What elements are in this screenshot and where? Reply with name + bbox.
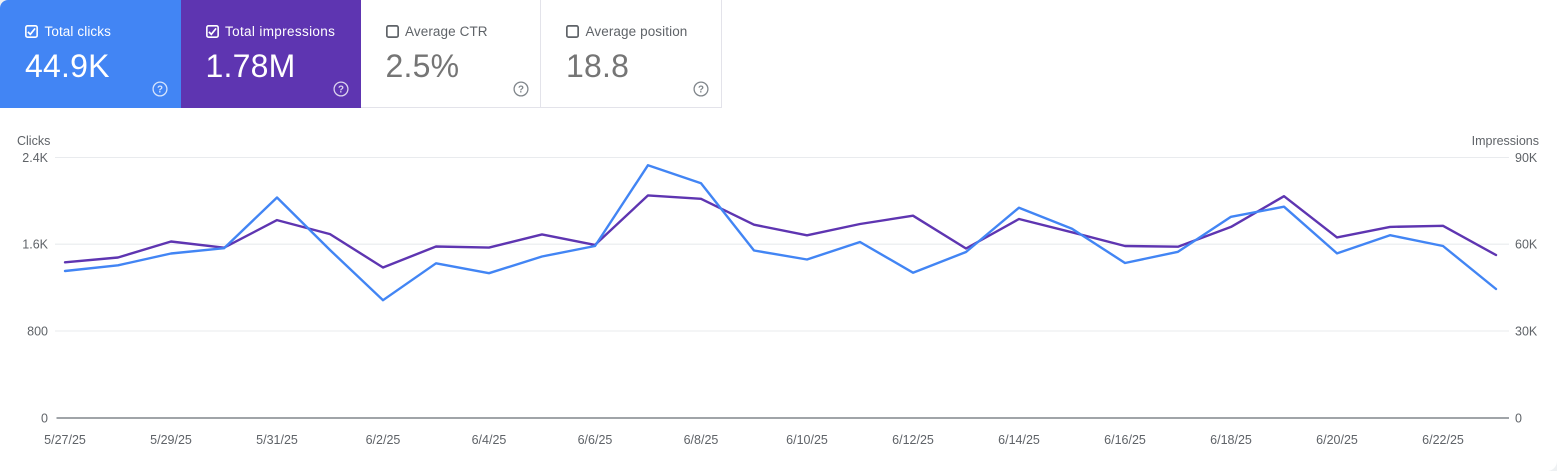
svg-text:30K: 30K bbox=[1515, 325, 1538, 339]
svg-text:60K: 60K bbox=[1515, 238, 1538, 252]
svg-text:6/14/25: 6/14/25 bbox=[998, 433, 1040, 447]
svg-text:6/20/25: 6/20/25 bbox=[1316, 433, 1358, 447]
svg-text:5/29/25: 5/29/25 bbox=[150, 433, 192, 447]
svg-text:6/4/25: 6/4/25 bbox=[472, 433, 507, 447]
svg-text:800: 800 bbox=[27, 325, 48, 339]
svg-text:90K: 90K bbox=[1515, 151, 1538, 165]
svg-text:2.4K: 2.4K bbox=[22, 151, 48, 165]
svg-text:?: ? bbox=[157, 84, 163, 95]
svg-text:6/12/25: 6/12/25 bbox=[892, 433, 934, 447]
svg-text:Impressions: Impressions bbox=[1472, 134, 1539, 148]
svg-text:6/8/25: 6/8/25 bbox=[684, 433, 719, 447]
svg-text:?: ? bbox=[518, 84, 524, 95]
svg-text:5/31/25: 5/31/25 bbox=[256, 433, 298, 447]
svg-text:6/10/25: 6/10/25 bbox=[786, 433, 828, 447]
svg-text:?: ? bbox=[698, 84, 704, 95]
svg-text:0: 0 bbox=[1515, 412, 1522, 426]
svg-text:6/22/25: 6/22/25 bbox=[1422, 433, 1464, 447]
svg-text:6/16/25: 6/16/25 bbox=[1104, 433, 1146, 447]
svg-text:6/2/25: 6/2/25 bbox=[366, 433, 401, 447]
svg-text:6/6/25: 6/6/25 bbox=[578, 433, 613, 447]
svg-text:0: 0 bbox=[41, 412, 48, 426]
svg-text:5/27/25: 5/27/25 bbox=[44, 433, 86, 447]
svg-text:6/18/25: 6/18/25 bbox=[1210, 433, 1252, 447]
svg-text:1.6K: 1.6K bbox=[22, 238, 48, 252]
svg-text:?: ? bbox=[338, 84, 344, 95]
svg-text:Clicks: Clicks bbox=[17, 134, 50, 148]
